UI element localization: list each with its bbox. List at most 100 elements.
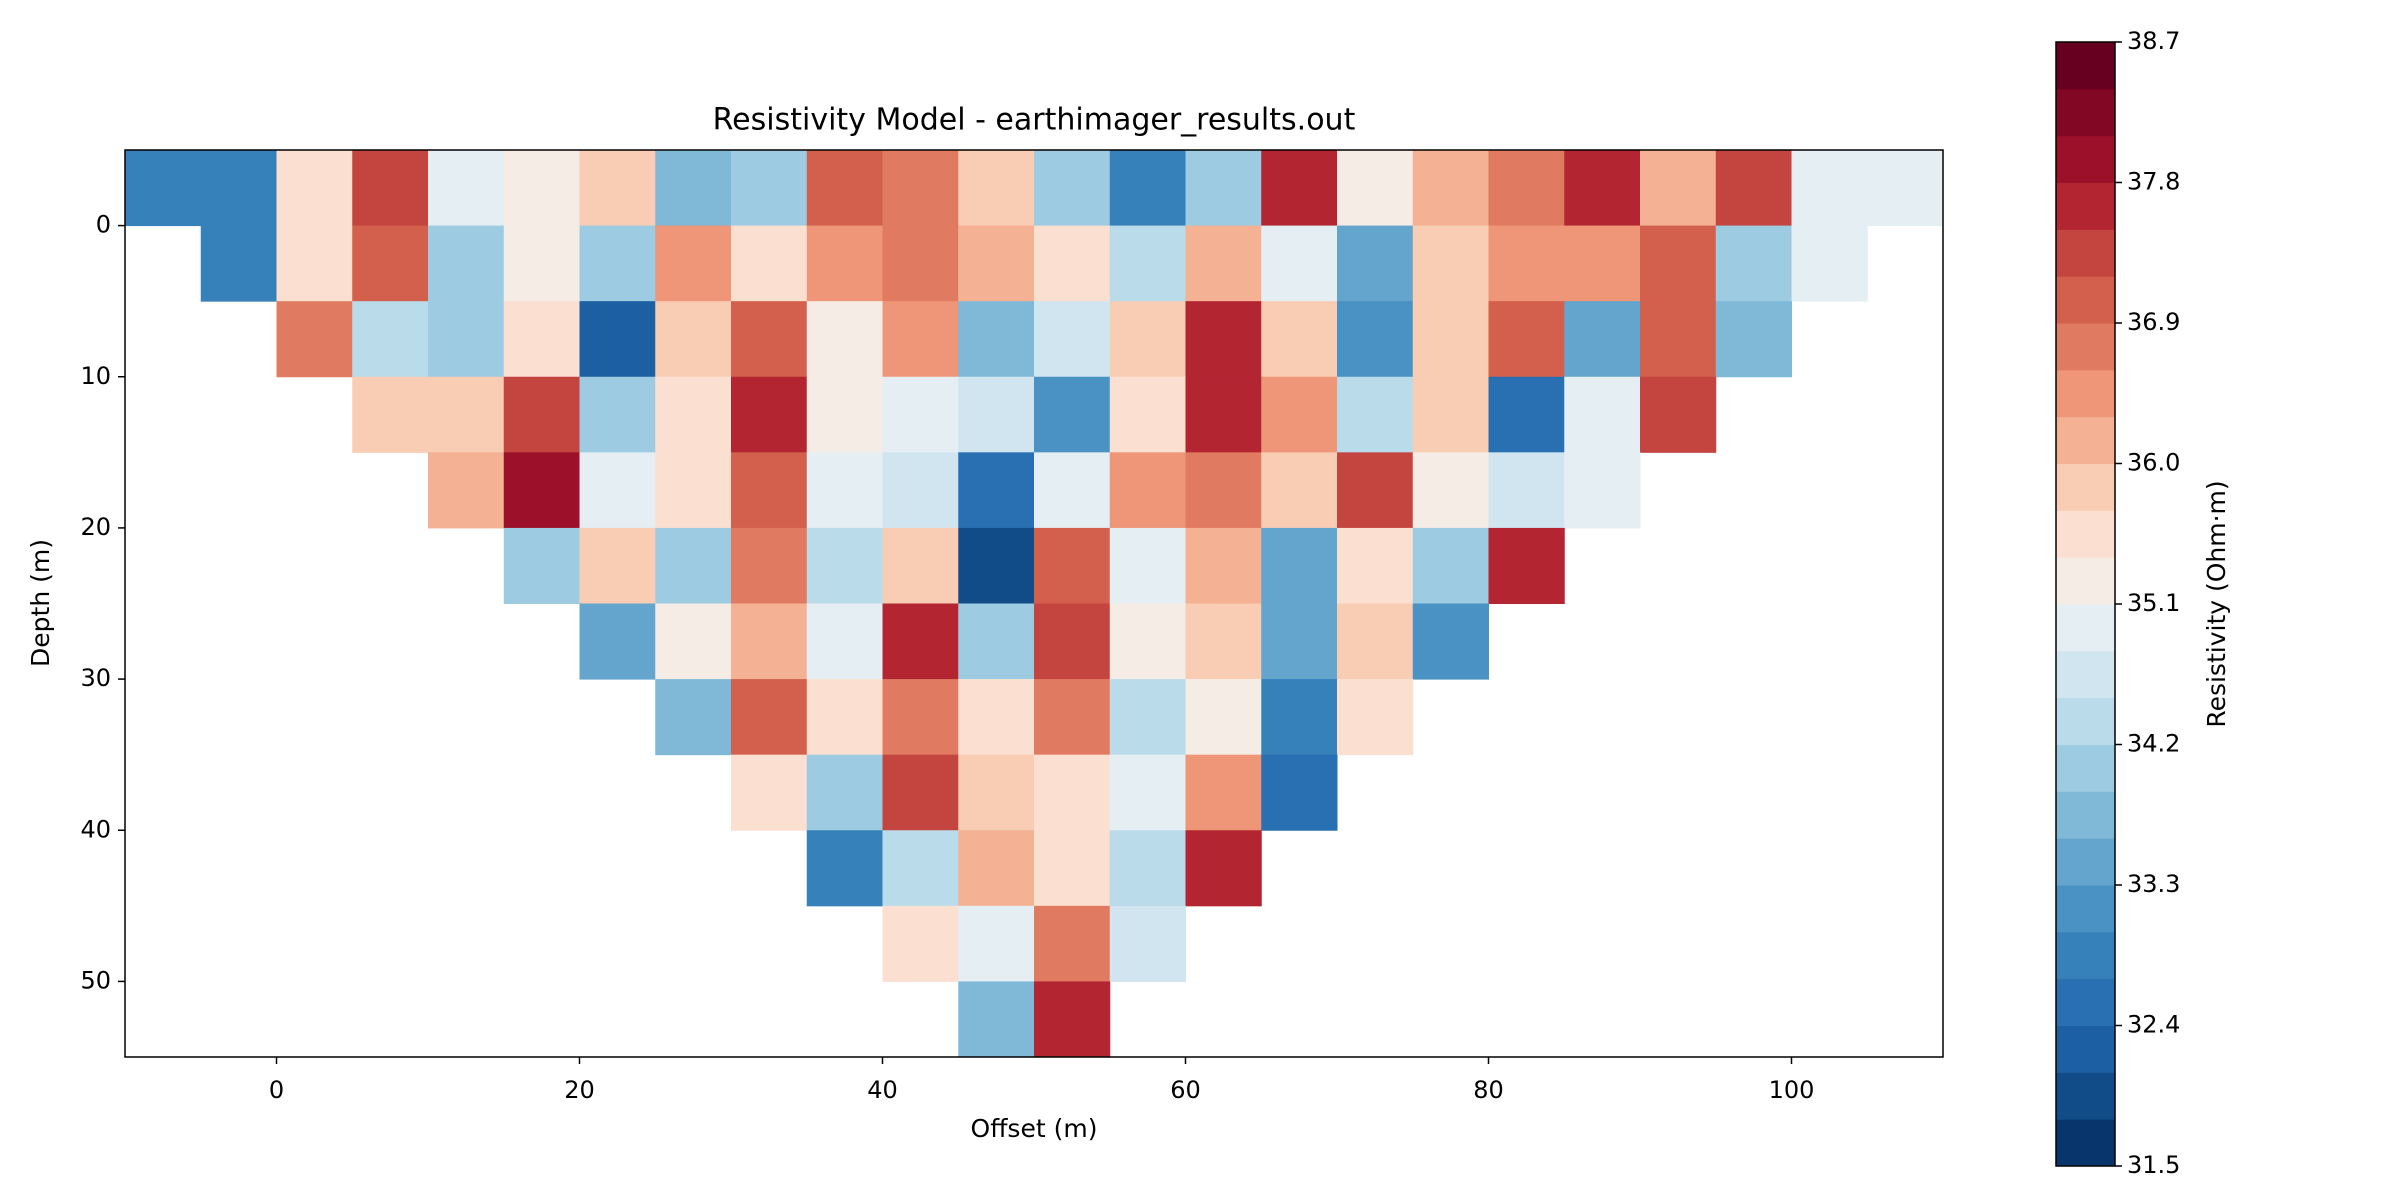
field-cell xyxy=(958,301,1035,378)
field-cell xyxy=(882,679,959,756)
field-cell xyxy=(1185,603,1262,680)
field-cell xyxy=(958,225,1035,302)
field-cell xyxy=(1261,603,1338,680)
field-cell xyxy=(1564,301,1641,378)
field-cell xyxy=(1109,452,1186,529)
field-cell xyxy=(731,603,808,680)
y-tick-label: 50 xyxy=(80,966,111,994)
colorbar-band xyxy=(2056,1072,2115,1120)
colorbar-band xyxy=(2056,510,2115,558)
colorbar-band xyxy=(2056,1025,2115,1073)
colorbar-tick-label: 35.1 xyxy=(2127,589,2180,617)
x-tick-label: 100 xyxy=(1769,1076,1815,1104)
field-cell xyxy=(125,150,202,227)
field-cell xyxy=(1109,150,1186,227)
field-cell xyxy=(1185,452,1262,529)
field-cell xyxy=(958,527,1035,604)
field-cell xyxy=(1640,150,1717,227)
field-cell xyxy=(579,150,656,227)
x-tick-label: 60 xyxy=(1170,1076,1201,1104)
field-cell xyxy=(1185,301,1262,378)
field-cell xyxy=(579,527,656,604)
field-cell xyxy=(1034,679,1111,756)
colorbar-band xyxy=(2056,604,2115,652)
field-cell xyxy=(806,150,883,227)
colorbar-tick-label: 34.2 xyxy=(2127,730,2180,758)
y-axis-label: Depth (m) xyxy=(26,539,55,667)
field-cell xyxy=(958,150,1035,227)
field-cell xyxy=(579,603,656,680)
field-cell xyxy=(1185,679,1262,756)
field-cell xyxy=(276,301,353,378)
field-cell xyxy=(882,301,959,378)
field-cell xyxy=(1640,225,1717,302)
field-cell xyxy=(1488,301,1565,378)
field-cell xyxy=(1185,150,1262,227)
field-cell xyxy=(579,452,656,529)
y-tick-label: 20 xyxy=(80,513,111,541)
field-cell xyxy=(1791,150,1868,227)
field-cell xyxy=(1109,603,1186,680)
field-cell xyxy=(503,225,580,302)
field-cell xyxy=(1412,527,1489,604)
field-cell xyxy=(1185,754,1262,831)
field-cell xyxy=(806,225,883,302)
field-cell xyxy=(958,830,1035,907)
field-cell xyxy=(352,225,429,302)
field-cell xyxy=(731,150,808,227)
colorbar-band xyxy=(2056,697,2115,745)
field-cell xyxy=(276,150,353,227)
field-cell xyxy=(958,905,1035,982)
field-cell xyxy=(1412,376,1489,453)
field-cell xyxy=(1034,225,1111,302)
field-cell xyxy=(655,679,732,756)
colorbar-tick-label: 36.9 xyxy=(2127,308,2180,336)
field-cell xyxy=(806,452,883,529)
plot-frame xyxy=(124,149,1944,1058)
colorbar-band xyxy=(2056,557,2115,605)
field-cell xyxy=(1488,376,1565,453)
field-cell xyxy=(958,603,1035,680)
field-cell xyxy=(1034,981,1111,1058)
colorbar-band xyxy=(2056,885,2115,933)
field-cell xyxy=(882,603,959,680)
field-cell xyxy=(806,754,883,831)
field-cell xyxy=(1412,452,1489,529)
colorbar-band xyxy=(2056,276,2115,324)
field-cell xyxy=(1715,225,1792,302)
colorbar-band xyxy=(2056,978,2115,1026)
field-cell xyxy=(1564,225,1641,302)
field-cell xyxy=(200,225,277,302)
field-cell xyxy=(731,376,808,453)
field-cell xyxy=(1109,905,1186,982)
colorbar-band xyxy=(2056,229,2115,277)
field-cell xyxy=(806,527,883,604)
field-cell xyxy=(352,150,429,227)
field-cell xyxy=(731,754,808,831)
colorbar-tick-label: 38.7 xyxy=(2127,27,2180,55)
field-cell xyxy=(1034,527,1111,604)
field-cell xyxy=(1412,301,1489,378)
field-cell xyxy=(806,301,883,378)
field-cell xyxy=(655,376,732,453)
field-cell xyxy=(731,527,808,604)
colorbar-band xyxy=(2056,744,2115,792)
field-cell xyxy=(655,527,732,604)
field-cell xyxy=(1337,225,1414,302)
x-tick-label: 40 xyxy=(867,1076,898,1104)
colorbar-band xyxy=(2056,931,2115,980)
colorbar-band xyxy=(2056,463,2115,511)
field-cell xyxy=(276,225,353,302)
colorbar-band xyxy=(2056,369,2115,418)
field-cell xyxy=(806,679,883,756)
field-cell xyxy=(958,376,1035,453)
field-cell xyxy=(200,150,277,227)
field-cell xyxy=(882,527,959,604)
field-cell xyxy=(958,981,1035,1058)
y-tick-label: 0 xyxy=(96,211,111,239)
field-cell xyxy=(352,301,429,378)
field-cell xyxy=(1109,527,1186,604)
field-cell xyxy=(428,225,505,302)
field-cell xyxy=(428,301,505,378)
